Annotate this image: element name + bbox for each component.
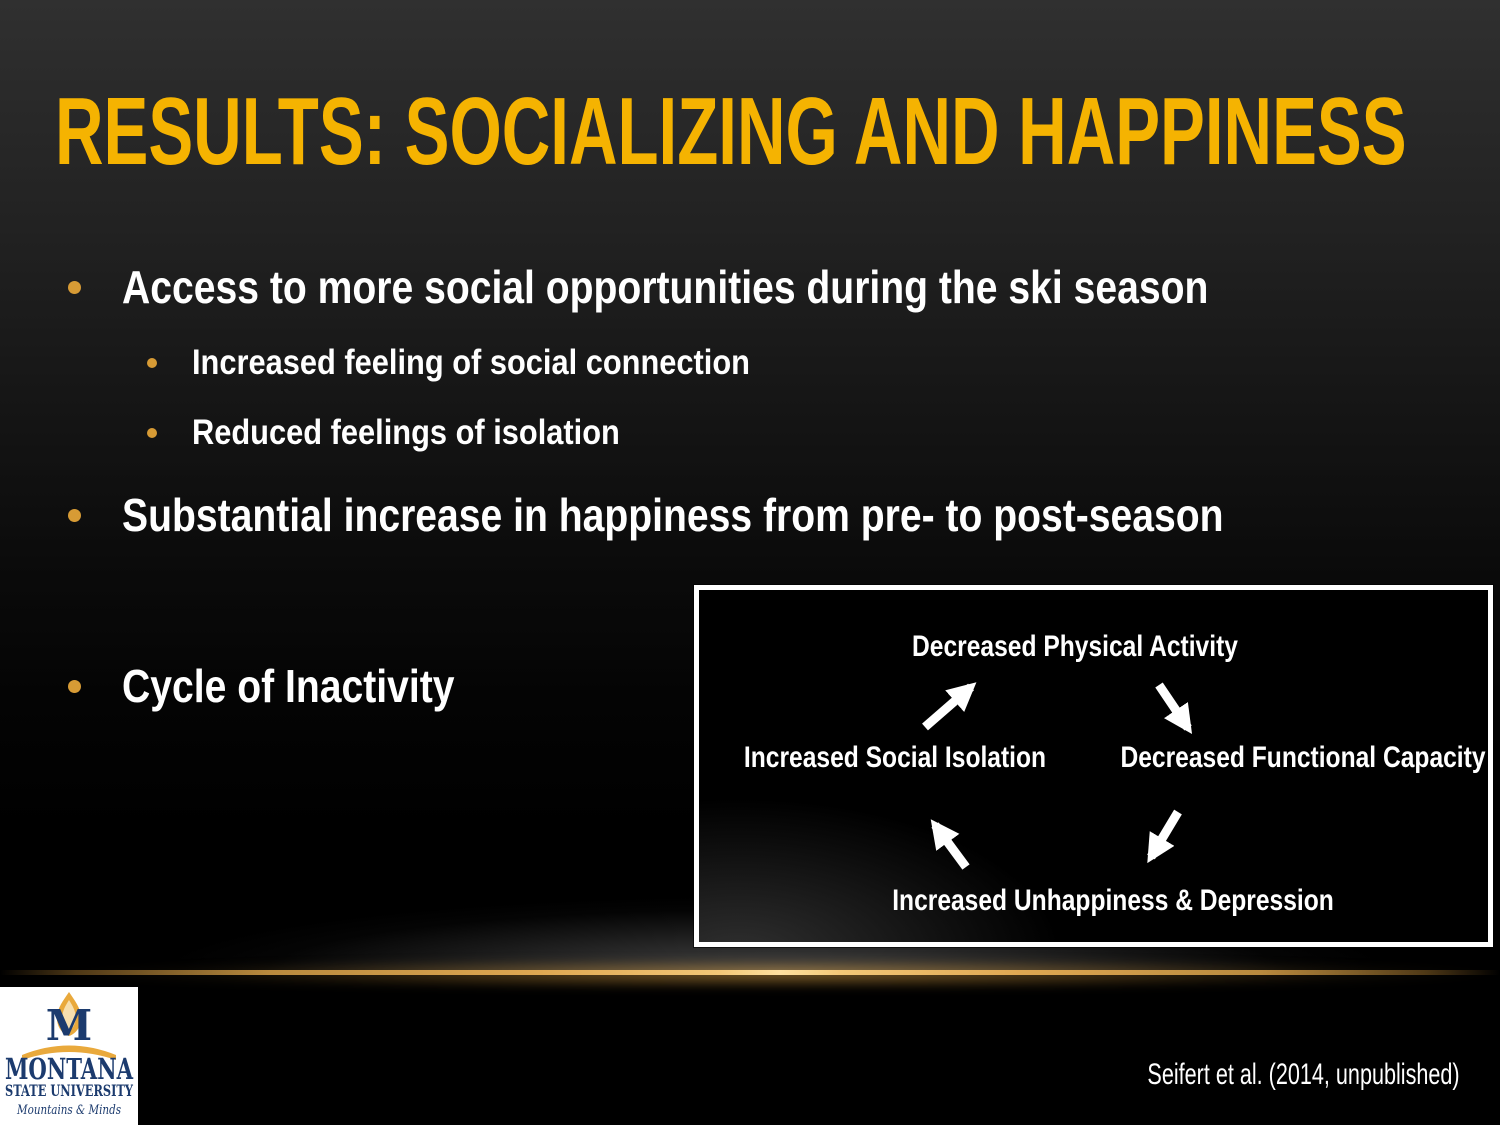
arrow-up-left-icon (930, 819, 970, 870)
citation-text: Seifert et al. (2014, unpublished) (1147, 1058, 1460, 1091)
cycle-arrows (922, 682, 1193, 870)
arrow-down-left-icon (1147, 809, 1182, 864)
bullet-item: Substantial increase in happiness from p… (68, 487, 1418, 543)
bullet-item: Cycle of Inactivity (68, 658, 513, 714)
bullet-text: Substantial increase in happiness from p… (122, 489, 1224, 541)
bullet-sub-item: Reduced feelings of isolation (147, 411, 678, 455)
gold-divider-line (0, 970, 1500, 975)
bullet-item: Access to more social opportunities duri… (68, 259, 1400, 315)
diagram-node-decreased-physical-activity: Decreased Physical Activity (912, 630, 1238, 663)
logo-tagline-text: Mountains & Minds (16, 1103, 121, 1118)
bullet-dot-icon (147, 358, 157, 368)
logo-m: M (46, 1001, 93, 1050)
citation: Seifert et al. (2014, unpublished) (1026, 1058, 1460, 1092)
bullet-dot-icon (147, 428, 157, 438)
bullet-dot-icon (68, 280, 81, 294)
bullet-text: Cycle of Inactivity (122, 660, 455, 712)
bullet-sub-item: Increased feeling of social connection (147, 341, 826, 385)
diagram-node-increased-social-isolation: Increased Social Isolation (743, 741, 1047, 774)
logo-flame-inner (62, 1000, 76, 1031)
arrow-up-right-icon (922, 682, 977, 731)
bullet-text: Reduced feelings of isolation (192, 413, 620, 452)
bullet-text: Access to more social opportunities duri… (122, 261, 1209, 313)
bullet-dot-icon (68, 679, 81, 693)
arrow-down-right-icon (1155, 682, 1193, 734)
cycle-of-inactivity-diagram: Decreased Physical Activity Increased So… (694, 585, 1493, 947)
msu-logo: M MONTANA STATE UNIVERSITY Mountains & M… (0, 987, 138, 1125)
footer-area (0, 976, 1500, 1125)
logo-montana-text: MONTANA (5, 1052, 133, 1086)
logo-arc (22, 1045, 116, 1060)
bullet-text: Increased feeling of social connection (192, 343, 750, 382)
logo-state-university-text: STATE UNIVERSITY (5, 1081, 133, 1100)
diagram-node-increased-unhappiness-depression: Increased Unhappiness & Depression (892, 884, 1334, 917)
page-title: RESULTS: SOCIALIZING AND HAPPINESS (55, 78, 1407, 185)
bullet-dot-icon (68, 508, 81, 522)
diagram-node-decreased-functional-capacity: Decreased Functional Capacity (1120, 741, 1486, 774)
